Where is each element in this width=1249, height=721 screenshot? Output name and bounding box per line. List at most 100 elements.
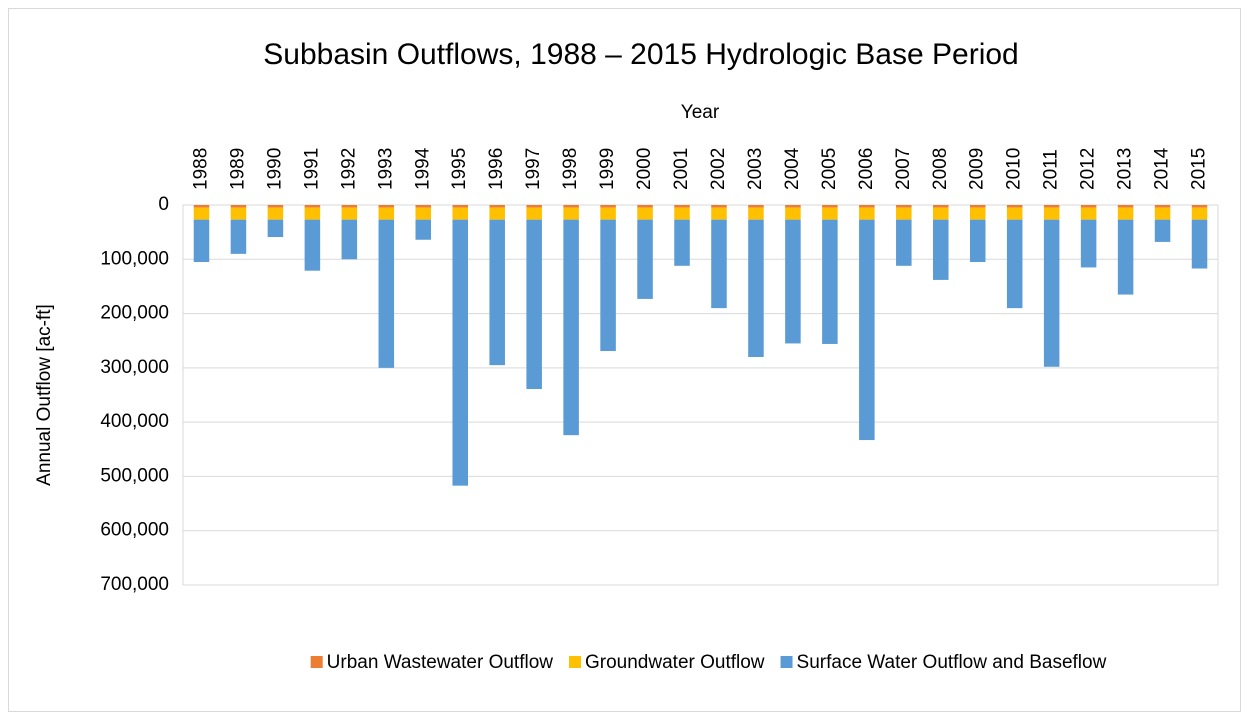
bar-segment bbox=[600, 207, 616, 220]
bar-segment bbox=[933, 205, 949, 208]
bar-segment bbox=[822, 205, 838, 208]
bar-segment bbox=[415, 219, 432, 240]
bar-segment bbox=[748, 219, 764, 357]
bar-segment bbox=[563, 207, 579, 220]
bar-segment bbox=[600, 205, 616, 208]
x-tick-label: 2000 bbox=[634, 148, 655, 190]
bar-segment bbox=[267, 219, 284, 238]
x-tick-label: 2004 bbox=[782, 147, 803, 190]
bar-segment bbox=[1191, 205, 1208, 208]
x-tick-label: 1994 bbox=[412, 147, 433, 190]
bar-segment bbox=[1043, 205, 1060, 208]
legend-swatch bbox=[569, 656, 582, 668]
bar-segment bbox=[711, 207, 727, 220]
bar-segment bbox=[933, 219, 949, 280]
bar-segment bbox=[1080, 219, 1097, 268]
bar-segment bbox=[969, 205, 986, 208]
bar-segment bbox=[304, 205, 321, 208]
bar-segment bbox=[822, 207, 838, 220]
bar-segment bbox=[230, 219, 247, 254]
x-tick-label: 1989 bbox=[227, 148, 248, 190]
x-tick-label: 2015 bbox=[1189, 148, 1210, 190]
bar-segment bbox=[896, 207, 912, 220]
bar-segment bbox=[230, 205, 247, 208]
bar-segment bbox=[896, 219, 912, 266]
bar-segment bbox=[637, 205, 653, 208]
bar-segment bbox=[193, 207, 210, 220]
x-tick-label: 2013 bbox=[1115, 148, 1136, 190]
bar-segment bbox=[267, 205, 284, 208]
x-tick-label: 1996 bbox=[486, 148, 507, 190]
bar-segment bbox=[933, 207, 949, 220]
x-tick-label: 1993 bbox=[375, 148, 396, 190]
x-tick-label: 2014 bbox=[1152, 147, 1173, 190]
legend-label: Groundwater Outflow bbox=[585, 652, 765, 673]
x-axis-title: Year bbox=[681, 102, 720, 123]
bar-segment bbox=[1080, 205, 1097, 208]
y-tick-label: 0 bbox=[158, 194, 169, 215]
y-tick-label: 200,000 bbox=[100, 303, 169, 324]
bar-segment bbox=[230, 207, 247, 220]
bar-segment bbox=[1191, 219, 1208, 269]
bar-segment bbox=[711, 219, 727, 309]
bar-segment bbox=[415, 205, 432, 208]
x-tick-label: 2008 bbox=[930, 148, 951, 190]
y-tick-label: 600,000 bbox=[100, 520, 169, 541]
bar-segment bbox=[452, 207, 468, 220]
x-tick-label: 2002 bbox=[708, 148, 729, 190]
legend-swatch bbox=[780, 656, 793, 668]
bar-segment bbox=[489, 207, 505, 220]
bar-segment bbox=[1117, 205, 1134, 208]
bar-segment bbox=[304, 219, 321, 271]
legend-swatch bbox=[310, 656, 323, 668]
bar-segment bbox=[748, 207, 764, 220]
bar-segment bbox=[378, 219, 395, 368]
bar-segment bbox=[785, 219, 801, 344]
x-tick-label: 1999 bbox=[597, 148, 618, 190]
bar-segment bbox=[1117, 207, 1134, 220]
bar-segment bbox=[341, 219, 358, 260]
bar-segment bbox=[1043, 207, 1060, 220]
bar-segment bbox=[489, 219, 505, 366]
bar-segment bbox=[1006, 219, 1023, 309]
bar-segment bbox=[859, 219, 875, 441]
bar-segment bbox=[674, 207, 690, 220]
x-tick-label: 1991 bbox=[301, 148, 322, 190]
bar-segment bbox=[1154, 205, 1171, 208]
bar-segment bbox=[489, 205, 505, 208]
bar-segment bbox=[1191, 207, 1208, 220]
x-tick-label: 2012 bbox=[1078, 148, 1099, 190]
bar-segment bbox=[563, 205, 579, 208]
bar-segment bbox=[341, 205, 358, 208]
x-tick-label: 2010 bbox=[1004, 148, 1025, 190]
bar-segment bbox=[193, 205, 210, 208]
chart-border bbox=[8, 8, 1241, 712]
x-tick-label: 1990 bbox=[264, 148, 285, 190]
bar-segment bbox=[637, 219, 653, 299]
bar-segment bbox=[526, 219, 542, 390]
bar-segment bbox=[1080, 207, 1097, 220]
bar-segment bbox=[674, 219, 690, 266]
bar-segment bbox=[711, 205, 727, 208]
legend-label: Surface Water Outflow and Baseflow bbox=[797, 652, 1107, 673]
bar-segment bbox=[969, 219, 986, 262]
x-tick-label: 1992 bbox=[338, 148, 359, 190]
x-tick-label: 1997 bbox=[523, 148, 544, 190]
y-tick-label: 300,000 bbox=[100, 357, 169, 378]
bar-segment bbox=[785, 205, 801, 208]
bar-segment bbox=[563, 219, 579, 436]
x-tick-label: 2005 bbox=[819, 148, 840, 190]
bar-segment bbox=[785, 207, 801, 220]
bar-segment bbox=[267, 207, 284, 220]
x-tick-label: 1988 bbox=[190, 148, 211, 190]
x-tick-label: 2006 bbox=[856, 148, 877, 190]
bar-segment bbox=[822, 219, 838, 344]
y-tick-label: 100,000 bbox=[100, 248, 169, 269]
bar-segment bbox=[637, 207, 653, 220]
bar-segment bbox=[341, 207, 358, 220]
bar-segment bbox=[748, 205, 764, 208]
bar-segment bbox=[526, 207, 542, 220]
x-tick-label: 1995 bbox=[449, 148, 470, 190]
bar-segment bbox=[1154, 207, 1171, 220]
